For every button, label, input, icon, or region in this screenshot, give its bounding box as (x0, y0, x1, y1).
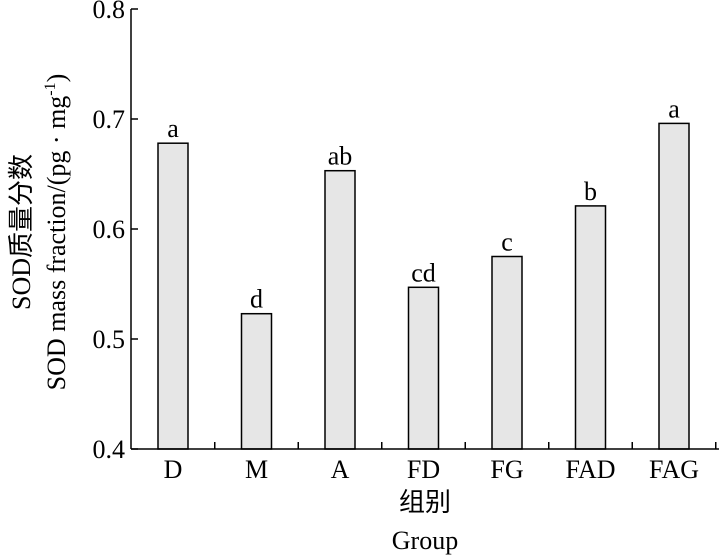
x-axis-title-en: Group (392, 526, 458, 555)
y-axis-title-en-close: ) (42, 74, 71, 83)
x-tick-label: M (245, 455, 268, 484)
y-axis-title-cn: SOD质量分数 (7, 154, 36, 310)
x-tick-label: FAD (565, 455, 615, 484)
significance-label: b (584, 177, 597, 206)
y-axis-title-en-main: SOD mass fraction/(pg · mg (42, 96, 71, 391)
bar (240, 312, 273, 450)
y-tick-label: 0.6 (93, 215, 126, 244)
significance-label: a (668, 94, 680, 123)
significance-label: a (167, 114, 179, 143)
bar (491, 255, 523, 450)
y-tick-label: 0.7 (93, 105, 126, 134)
y-tick-label: 0.5 (93, 325, 126, 354)
y-tick-label: 0.4 (93, 435, 126, 464)
bar (407, 286, 440, 450)
x-axis-title-cn: 组别 (399, 488, 451, 517)
x-tick-label: FD (407, 455, 440, 484)
x-tick-label: A (331, 455, 350, 484)
significance-label: d (250, 285, 263, 314)
bar (324, 169, 356, 450)
bar (157, 142, 189, 450)
bar (574, 205, 607, 450)
significance-label: c (501, 228, 513, 257)
y-axis-title-en: SOD mass fraction/(pg · mg-1) (42, 74, 71, 391)
y-tick-label: 0.8 (93, 0, 126, 24)
y-axis-title-en-sup: -1 (42, 82, 59, 95)
x-tick-label: FG (490, 455, 523, 484)
significance-label: ab (328, 142, 353, 171)
x-tick-label: D (164, 455, 183, 484)
bar (658, 122, 690, 450)
plot-area: Da Md Aab FD cd FG c FAD b FAG a 0.4 0.5 0.6 0.7 0.8 (93, 0, 719, 484)
x-tick-label: FAG (649, 455, 699, 484)
significance-label: cd (411, 258, 436, 287)
